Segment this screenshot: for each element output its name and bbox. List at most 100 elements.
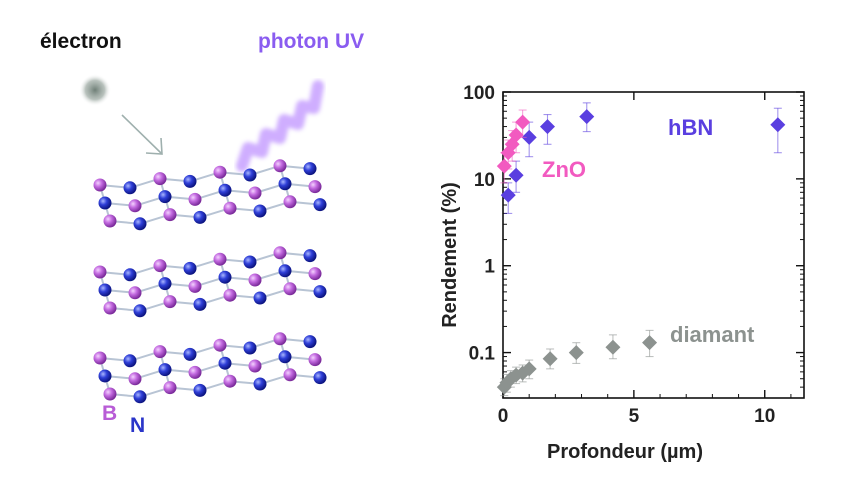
data-point [568,345,584,361]
boron-atom [128,372,142,386]
nitrogen-atom [158,277,172,291]
nitrogen-atom [158,363,172,377]
nitrogen-atom [98,369,112,383]
data-point [770,117,786,133]
boron-atom [273,246,287,260]
nitrogen-atom [253,291,267,305]
boron-atom [103,301,117,315]
boron-atom [128,286,142,300]
boron-atom [128,199,142,213]
x-tick-label: 5 [629,406,640,427]
boron-atom [213,338,227,352]
nitrogen-atom [303,162,317,176]
boron-atom [248,273,262,287]
photon-label: photon UV [258,30,364,53]
series-label: diamant [670,322,755,347]
nitrogen-atom [243,168,257,182]
series-label: hBN [668,115,713,140]
nitrogen-atom [193,383,207,397]
boron-atom [213,165,227,179]
boron-atom [153,259,167,273]
nitrogen-atom [313,371,327,385]
electron-particle [79,74,111,106]
boron-atom [248,359,262,373]
boron-atom [223,201,237,215]
data-point [521,129,537,145]
data-point [508,127,524,143]
plot-area: 0 5 10 0.1 1 10 100 hBN ZnO diamant [463,83,805,427]
nitrogen-atom [158,190,172,204]
nitrogen-atom [183,261,197,275]
y-tick-label: 0.1 [469,344,496,365]
nitrogen-atom [218,356,232,370]
nitrogen-atom [123,268,137,282]
boron-atom [283,195,297,209]
yield-chart: 0 5 10 0.1 1 10 100 hBN ZnO diamant Profondeur (µ… [439,83,805,463]
x-tick-label: 0 [498,406,509,427]
nitrogen-atom [278,177,292,191]
electron-label: électron [40,30,122,53]
x-tick-label: 10 [754,406,775,427]
boron-atom [308,180,322,194]
series-ZnO: ZnO [496,109,586,184]
nitrogen-atom [123,354,137,368]
nitrogen-atom [303,335,317,349]
nitrogen-atom [243,255,257,269]
y-axis-label: Rendement (%) [439,182,461,328]
atomic-layer [93,246,327,318]
data-point [521,361,537,377]
nitrogen-atom [193,210,207,224]
legend-boron-label: B [102,402,117,425]
boron-atom [93,178,107,192]
data-point [579,109,595,125]
boron-atom [93,265,107,279]
boron-atom [103,214,117,228]
boron-atom [223,374,237,388]
y-tick-label: 1 [484,257,495,278]
nitrogen-atom [278,264,292,278]
legend-nitrogen-label: N [130,414,145,437]
data-point [605,339,621,355]
data-point [542,351,558,367]
boron-atom [248,186,262,200]
boron-atom [273,332,287,346]
y-tick-label: 10 [474,170,495,191]
series-label: ZnO [542,157,586,182]
boron-atom [283,282,297,296]
boron-atom [308,353,322,367]
boron-atom [163,208,177,222]
boron-atom [103,387,117,401]
data-point [508,167,524,183]
boron-atom [188,279,202,293]
nitrogen-atom [183,174,197,188]
boron-atom [153,172,167,186]
data-point [539,119,555,135]
nitrogen-atom [218,270,232,284]
nitrogen-atom [193,297,207,311]
nitrogen-atom [98,196,112,210]
nitrogen-atom [313,198,327,212]
plot-frame [502,91,805,399]
boron-atom [308,267,322,281]
data-point [504,136,520,152]
photon-wave [236,80,324,172]
nitrogen-atom [133,217,147,231]
nitrogen-atom [278,350,292,364]
atomic-layer [93,332,327,404]
x-axis-label: Profondeur (µm) [547,441,703,463]
nitrogen-atom [183,347,197,361]
data-point [515,114,531,130]
nitrogen-atom [218,183,232,197]
nitrogen-atom [253,204,267,218]
hbn-illustration: électron photon UV B N [40,30,364,437]
nitrogen-atom [133,390,147,404]
electron-path-arrow [121,114,163,155]
nitrogen-atom [243,341,257,355]
boron-atom [153,345,167,359]
data-point [642,335,658,351]
nitrogen-atom [253,377,267,391]
boron-atom [223,288,237,302]
boron-atom [163,295,177,309]
boron-atom [188,192,202,206]
nitrogen-atom [313,285,327,299]
